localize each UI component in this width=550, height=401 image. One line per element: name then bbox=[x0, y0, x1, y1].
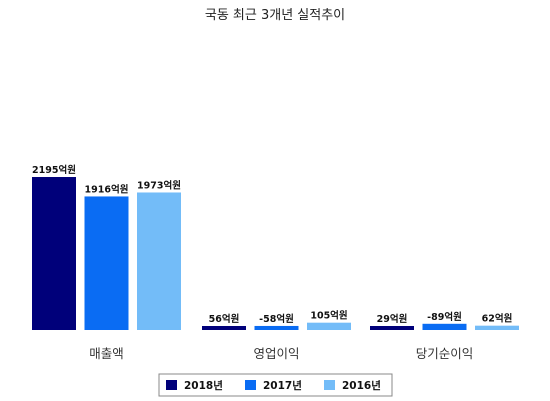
legend-swatch-2017 bbox=[245, 380, 256, 390]
legend-label-2016: 2016년 bbox=[342, 379, 381, 392]
data-label-2016-cat0: 1973억원 bbox=[137, 179, 181, 191]
legend-swatch-2016 bbox=[324, 380, 335, 390]
legend-swatch-2018 bbox=[166, 380, 177, 390]
data-label-2016-cat2: 62억원 bbox=[482, 313, 513, 325]
data-label-2017-cat0: 1916억원 bbox=[85, 183, 129, 195]
bar-2018-cat0 bbox=[32, 177, 76, 330]
bar-2018-cat1 bbox=[202, 326, 246, 330]
bar-2018-cat2 bbox=[370, 326, 414, 330]
data-label-2016-cat1: 105억원 bbox=[310, 310, 347, 322]
bar-2016-cat2 bbox=[475, 325, 519, 330]
category-label-1: 영업이익 bbox=[253, 346, 299, 361]
data-label-2018-cat1: 56억원 bbox=[209, 313, 240, 325]
legend: 2018년 2017년 2016년 bbox=[158, 373, 393, 397]
legend-box bbox=[158, 373, 393, 397]
legend-label-2018: 2018년 bbox=[184, 379, 223, 392]
bar-2016-cat0 bbox=[137, 192, 181, 330]
legend-label-2017: 2017년 bbox=[263, 379, 302, 392]
chart-title: 국동 최근 3개년 실적추이 bbox=[205, 8, 345, 23]
bar-2017-cat1 bbox=[254, 325, 299, 330]
category-label-0: 매출액 bbox=[89, 346, 124, 361]
data-label-2018-cat0: 2195억원 bbox=[32, 164, 76, 176]
data-label-2018-cat2: 29억원 bbox=[377, 313, 408, 325]
data-labels-layer: 2195억원 1916억원 1973억원 56억원 -58억원 105억원 29억원 -89억… bbox=[32, 164, 512, 325]
bar-2017-cat2 bbox=[422, 323, 467, 330]
category-label-2: 당기순이익 bbox=[416, 346, 474, 361]
bar-2016-cat1 bbox=[307, 322, 351, 330]
category-labels: 매출액 영업이익 당기순이익 bbox=[89, 346, 473, 361]
bars-layer bbox=[32, 177, 519, 330]
bar-2017-cat0 bbox=[84, 196, 129, 330]
data-label-2017-cat2: -89억원 bbox=[427, 311, 462, 323]
data-label-2017-cat1: -58억원 bbox=[259, 313, 294, 325]
